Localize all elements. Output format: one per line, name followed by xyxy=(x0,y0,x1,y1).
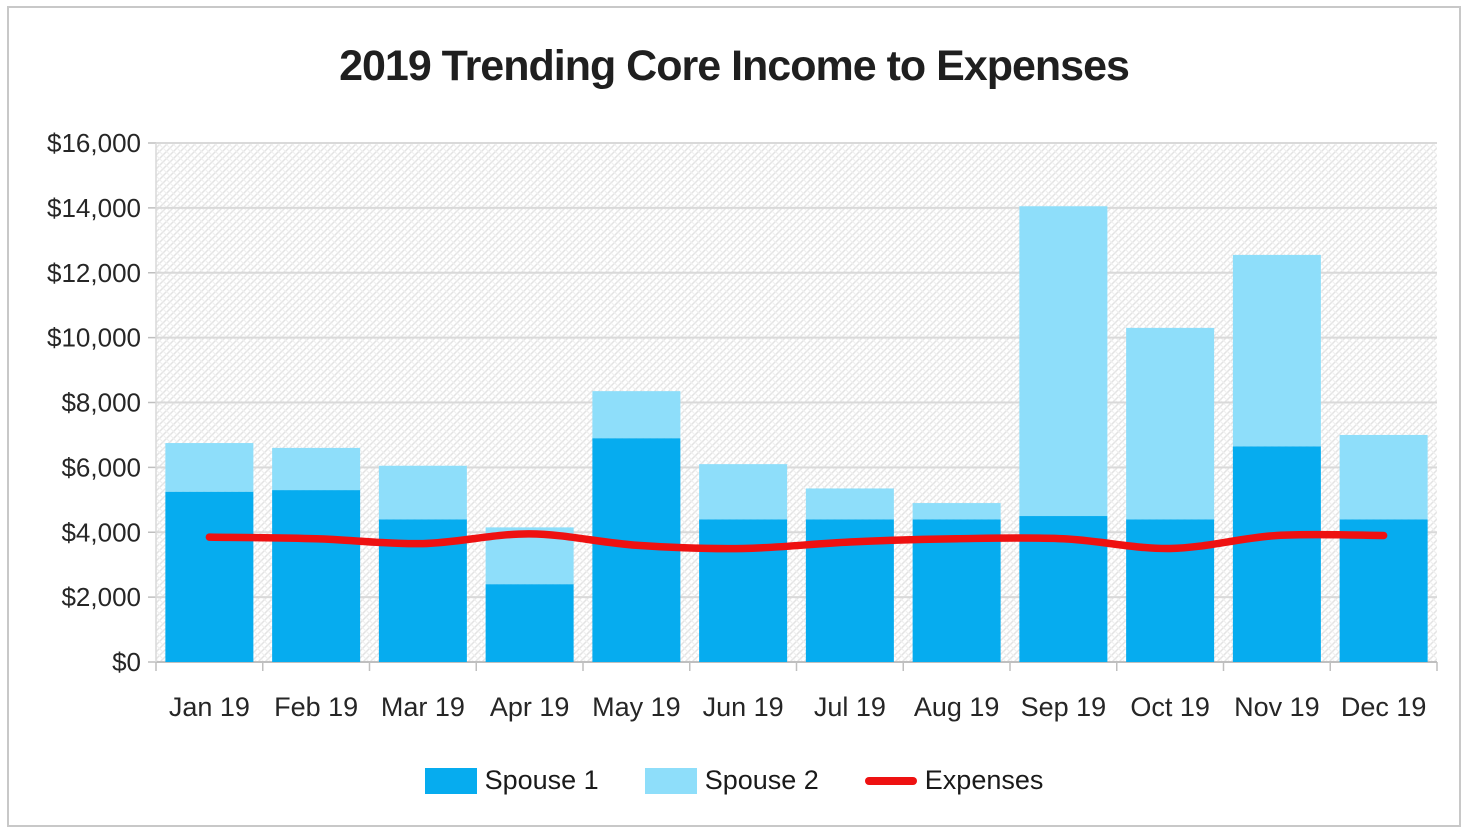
legend-item-expenses: Expenses xyxy=(864,765,1044,796)
bar-segment-spouse2-mar xyxy=(378,465,467,520)
bar-segment-spouse1-nov xyxy=(1232,446,1321,662)
x-tick-label: Mar 19 xyxy=(381,692,465,722)
legend-label-spouse1: Spouse 1 xyxy=(484,765,599,795)
x-tick-label: Sep 19 xyxy=(1021,692,1107,722)
y-tick-label: $0 xyxy=(112,647,141,677)
legend-label-spouse2: Spouse 2 xyxy=(704,765,819,795)
x-tick-label: Jan 19 xyxy=(169,692,250,722)
bar-segment-spouse2-feb xyxy=(272,447,361,491)
y-tick-label: $10,000 xyxy=(47,323,141,353)
y-tick-label: $8,000 xyxy=(61,388,141,418)
x-tick-label: Jun 19 xyxy=(703,692,784,722)
bar-segment-spouse2-dec xyxy=(1339,434,1428,520)
y-tick-label: $2,000 xyxy=(61,582,141,612)
legend-label-expenses: Expenses xyxy=(924,765,1044,795)
x-tick-label: May 19 xyxy=(592,692,681,722)
x-tick-label: Nov 19 xyxy=(1234,692,1320,722)
spouse1-swatch-icon xyxy=(424,767,477,794)
expenses-line xyxy=(205,530,1388,553)
bar-segment-spouse1-aug xyxy=(912,519,1001,662)
y-tick-label: $4,000 xyxy=(61,517,141,547)
legend-item-spouse2: Spouse 2 xyxy=(644,765,819,796)
spouse2-swatch-icon xyxy=(644,767,697,794)
bar-segment-spouse1-jun xyxy=(699,519,788,662)
bar-segment-spouse2-jun xyxy=(699,464,788,520)
x-tick-label: Oct 19 xyxy=(1130,692,1210,722)
y-tick-label: $16,000 xyxy=(47,128,141,158)
bar-segment-spouse2-nov xyxy=(1232,254,1321,447)
x-tick-label: Apr 19 xyxy=(490,692,570,722)
expenses-line-swatch-icon xyxy=(864,776,917,785)
y-tick-label: $12,000 xyxy=(47,258,141,288)
chart-plot: $0 $2,000 $4,000 $6,000 $8,000 $10,000 $12,000… xyxy=(47,128,1438,722)
bar-segment-spouse2-sep xyxy=(1019,206,1108,517)
bar-segment-spouse1-dec xyxy=(1339,519,1428,662)
legend: Spouse 1 Spouse 2 Expenses xyxy=(9,765,1459,796)
bar-segment-spouse2-aug xyxy=(912,503,1001,520)
bar-segment-spouse1-feb xyxy=(272,490,361,662)
y-tick-label: $6,000 xyxy=(61,452,141,482)
bar-segment-spouse1-apr xyxy=(485,584,574,662)
legend-item-spouse1: Spouse 1 xyxy=(424,765,599,796)
chart-title: 2019 Trending Core Income to Expenses xyxy=(339,42,1130,90)
chart-frame: 2019 Trending Core Income to Expenses $0… xyxy=(7,6,1461,827)
x-tick-label: Feb 19 xyxy=(274,692,358,722)
bar-segment-spouse1-jan xyxy=(165,491,254,662)
x-tick-label: Dec 19 xyxy=(1341,692,1427,722)
bar-segment-spouse2-jul xyxy=(805,488,894,520)
bar-segment-spouse1-oct xyxy=(1126,519,1215,662)
x-tick-label: Aug 19 xyxy=(914,692,1000,722)
bar-segment-spouse2-oct xyxy=(1126,327,1215,520)
bar-segment-spouse2-may xyxy=(592,391,681,439)
x-tick-label: Jul 19 xyxy=(814,692,886,722)
bar-segment-spouse2-jan xyxy=(165,443,254,492)
y-tick-label: $14,000 xyxy=(47,193,141,223)
